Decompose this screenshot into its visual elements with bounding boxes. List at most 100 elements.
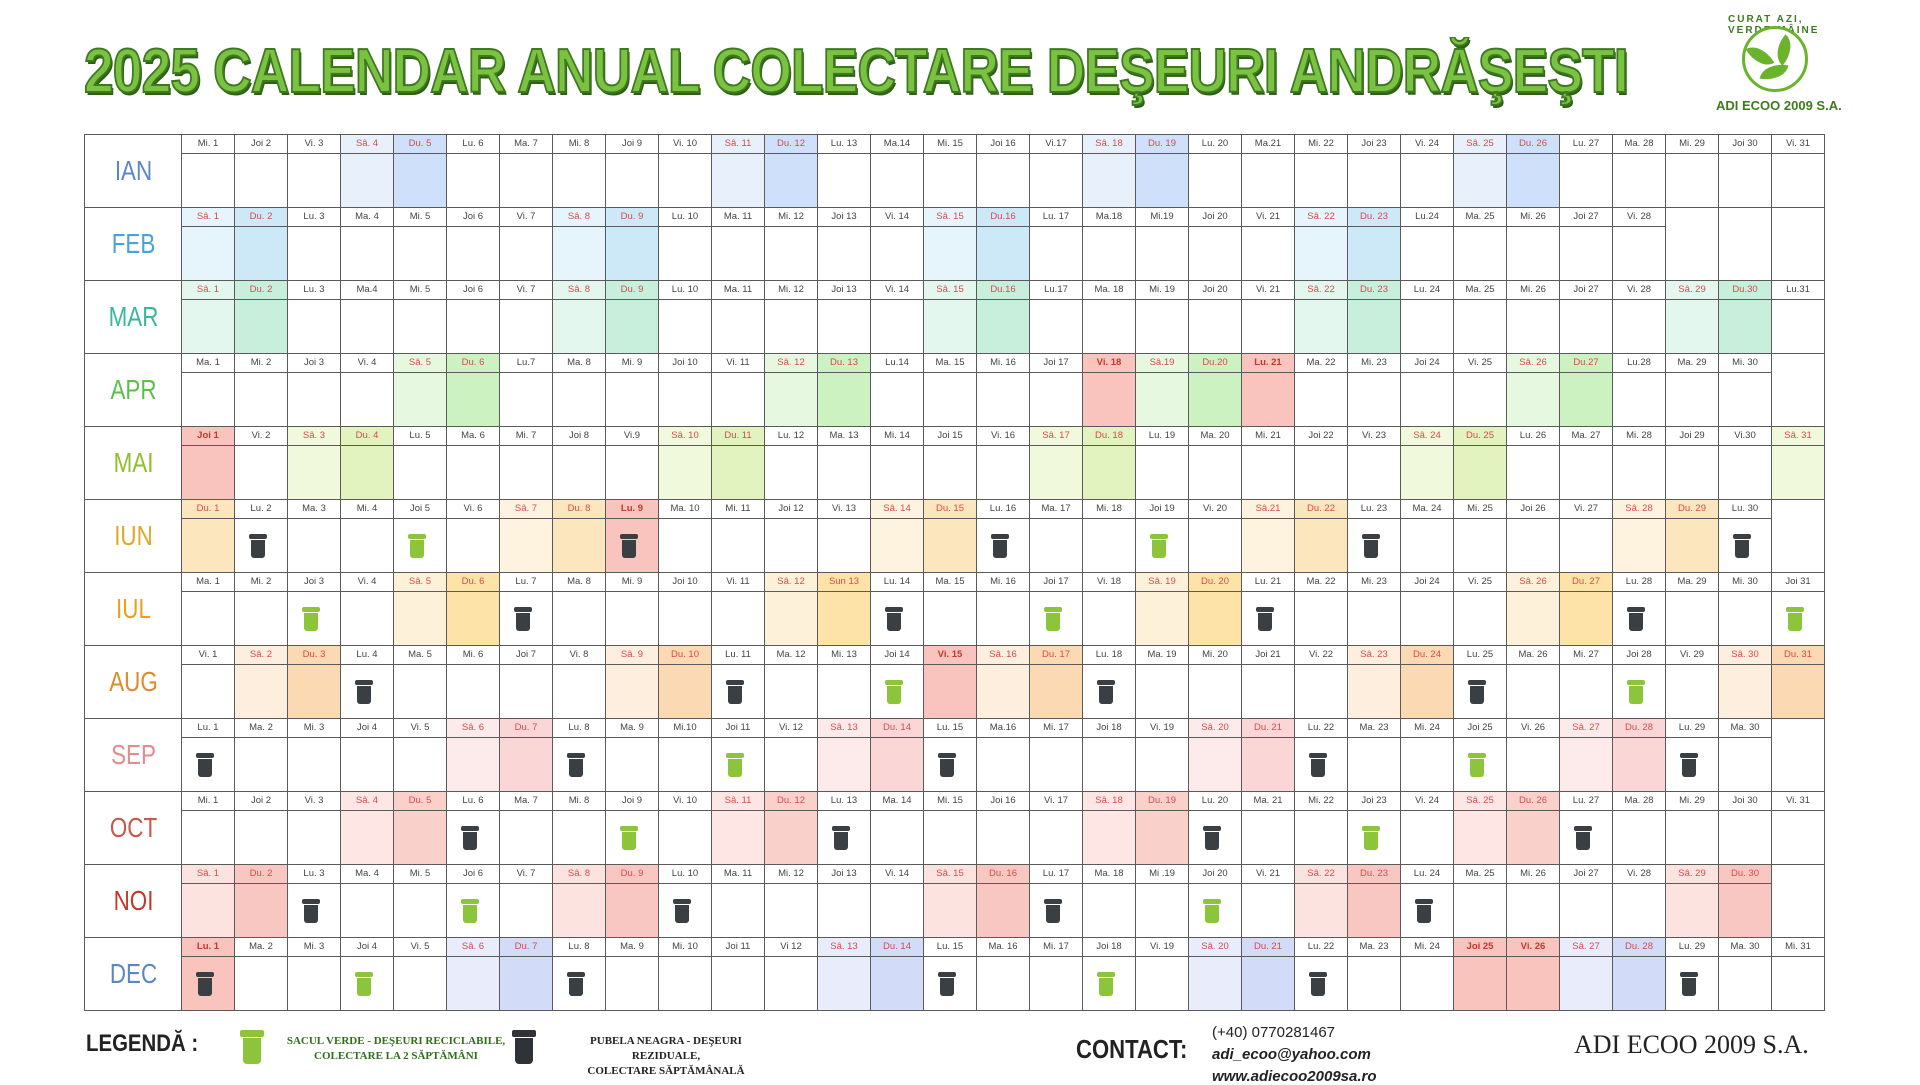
day-label: Vi. 14 bbox=[884, 284, 910, 295]
black-bin-icon bbox=[302, 899, 320, 923]
day-label: Vi. 26 bbox=[1520, 722, 1546, 733]
day-label: Joi 16 bbox=[990, 138, 1016, 149]
day-cell: Mi. 4 bbox=[340, 499, 394, 573]
day-label: Lu. 21 bbox=[1254, 357, 1282, 368]
day-label: Mi. 11 bbox=[725, 503, 751, 514]
day-label: Du. 24 bbox=[1413, 649, 1441, 660]
day-cell: Ma. 25 bbox=[1453, 864, 1507, 938]
day-label: Ma. 28 bbox=[1624, 795, 1654, 806]
day-label: Lu. 8 bbox=[568, 941, 590, 952]
day-label: Ma.21 bbox=[1254, 138, 1282, 149]
day-cell: Sâ. 16 bbox=[976, 645, 1030, 719]
day-label: Ma.14 bbox=[883, 138, 911, 149]
contact-email[interactable]: adi_ecoo@yahoo.com bbox=[1212, 1046, 1371, 1063]
day-cell: Lu. 25 bbox=[1453, 645, 1507, 719]
day-cell: Vi. 11 bbox=[711, 572, 765, 646]
day-cell: Joi 22 bbox=[1294, 426, 1348, 500]
green-bag-icon bbox=[1044, 607, 1062, 631]
day-cell: Du. 28 bbox=[1612, 937, 1666, 1011]
day-label: Lu. 20 bbox=[1201, 795, 1229, 806]
day-cell: Vi. 4 bbox=[340, 353, 394, 427]
day-cell bbox=[1771, 207, 1825, 281]
day-label: Ma. 21 bbox=[1253, 795, 1283, 806]
day-label: Ma. 6 bbox=[461, 430, 485, 441]
black-bin-icon bbox=[196, 753, 214, 777]
day-cell: Sâ. 13 bbox=[817, 718, 871, 792]
day-cell: Ma. 5 bbox=[393, 645, 447, 719]
day-label: Sâ. 24 bbox=[1413, 430, 1441, 441]
day-label: Vi. 27 bbox=[1573, 503, 1599, 514]
day-cell bbox=[1771, 718, 1825, 792]
black-bin-icon bbox=[461, 826, 479, 850]
logo-name: ADI ECOO 2009 S.A. bbox=[1716, 98, 1842, 113]
day-label: Ma. 9 bbox=[620, 722, 644, 733]
day-label: Vi. 24 bbox=[1414, 138, 1440, 149]
day-label: Joi 16 bbox=[990, 795, 1016, 806]
day-cell: Lu. 1 bbox=[181, 718, 235, 792]
day-cell: Sâ. 25 bbox=[1453, 791, 1507, 865]
day-cell: Lu. 4 bbox=[340, 645, 394, 719]
month-label: MAR bbox=[93, 280, 173, 354]
day-label: Joi 3 bbox=[303, 576, 325, 587]
day-label: Lu. 8 bbox=[568, 722, 590, 733]
day-label: Lu. 17 bbox=[1042, 211, 1070, 222]
day-cell: Sâ. 22 bbox=[1294, 207, 1348, 281]
day-label: Mi. 5 bbox=[409, 868, 431, 879]
contact-website[interactable]: www.adiecoo2009sa.ro bbox=[1212, 1068, 1377, 1085]
black-bin-icon bbox=[1044, 899, 1062, 923]
day-label: Du. 12 bbox=[777, 138, 805, 149]
day-label: Joi 24 bbox=[1414, 357, 1440, 368]
day-cell: Joi 9 bbox=[605, 791, 659, 865]
black-bin-icon bbox=[938, 972, 956, 996]
day-label: Vi.17 bbox=[1045, 138, 1067, 149]
day-cell: Lu.17 bbox=[1029, 280, 1083, 354]
day-label: Mi. 28 bbox=[1626, 430, 1652, 441]
day-cell: Joi 3 bbox=[287, 572, 341, 646]
day-label: Sâ. 6 bbox=[461, 941, 485, 952]
black-bin-icon bbox=[832, 826, 850, 850]
day-cell: Mi. 5 bbox=[393, 280, 447, 354]
day-label: Vi. 25 bbox=[1467, 357, 1493, 368]
day-cell: Du. 3 bbox=[287, 645, 341, 719]
day-cell: Du.16 bbox=[976, 207, 1030, 281]
day-cell: Vi. 14 bbox=[870, 280, 924, 354]
day-cell: Sâ. 5 bbox=[393, 353, 447, 427]
day-cell: Sâ. 15 bbox=[923, 207, 977, 281]
day-label: Mi. 1 bbox=[197, 795, 219, 806]
day-cell: Vi. 3 bbox=[287, 791, 341, 865]
day-label: Vi. 24 bbox=[1414, 795, 1440, 806]
day-cell: Joi 6 bbox=[446, 864, 500, 938]
day-label: Vi. 15 bbox=[937, 649, 963, 660]
day-label: Lu. 16 bbox=[989, 503, 1017, 514]
black-bin-icon bbox=[885, 607, 903, 631]
day-label: Ma. 22 bbox=[1306, 357, 1336, 368]
day-label: Du. 26 bbox=[1519, 138, 1547, 149]
day-label: Lu. 25 bbox=[1466, 649, 1494, 660]
day-cell: Sâ. 31 bbox=[1771, 426, 1825, 500]
day-cell: Vi. 8 bbox=[552, 645, 606, 719]
day-label: Sâ. 15 bbox=[936, 211, 964, 222]
day-cell: Vi. 4 bbox=[340, 572, 394, 646]
day-cell: Mi. 6 bbox=[446, 645, 500, 719]
day-label: Joi 4 bbox=[356, 941, 378, 952]
day-cell: Joi 1 bbox=[181, 426, 235, 500]
day-label: Lu. 9 bbox=[620, 503, 644, 514]
day-cell: Ma. 14 bbox=[870, 791, 924, 865]
day-cell: Du. 17 bbox=[1029, 645, 1083, 719]
day-cell: Du. 21 bbox=[1241, 937, 1295, 1011]
day-cell: Ma. 22 bbox=[1294, 353, 1348, 427]
day-label: Joi 20 bbox=[1202, 211, 1228, 222]
day-cell: Du. 9 bbox=[605, 864, 659, 938]
day-label: Sâ. 16 bbox=[989, 649, 1017, 660]
day-cell: Joi 17 bbox=[1029, 353, 1083, 427]
day-cell: Du. 6 bbox=[446, 353, 500, 427]
day-cell: Ma. 4 bbox=[340, 864, 394, 938]
day-cell: Vi. 17 bbox=[1029, 791, 1083, 865]
day-label: Ma. 23 bbox=[1359, 941, 1389, 952]
day-cell: Du. 6 bbox=[446, 572, 500, 646]
day-cell: Du. 25 bbox=[1453, 426, 1507, 500]
day-cell: Du. 8 bbox=[552, 499, 606, 573]
day-cell: Vi. 19 bbox=[1135, 937, 1189, 1011]
day-label: Ma. 8 bbox=[567, 576, 591, 587]
day-cell: Sâ. 28 bbox=[1612, 499, 1666, 573]
